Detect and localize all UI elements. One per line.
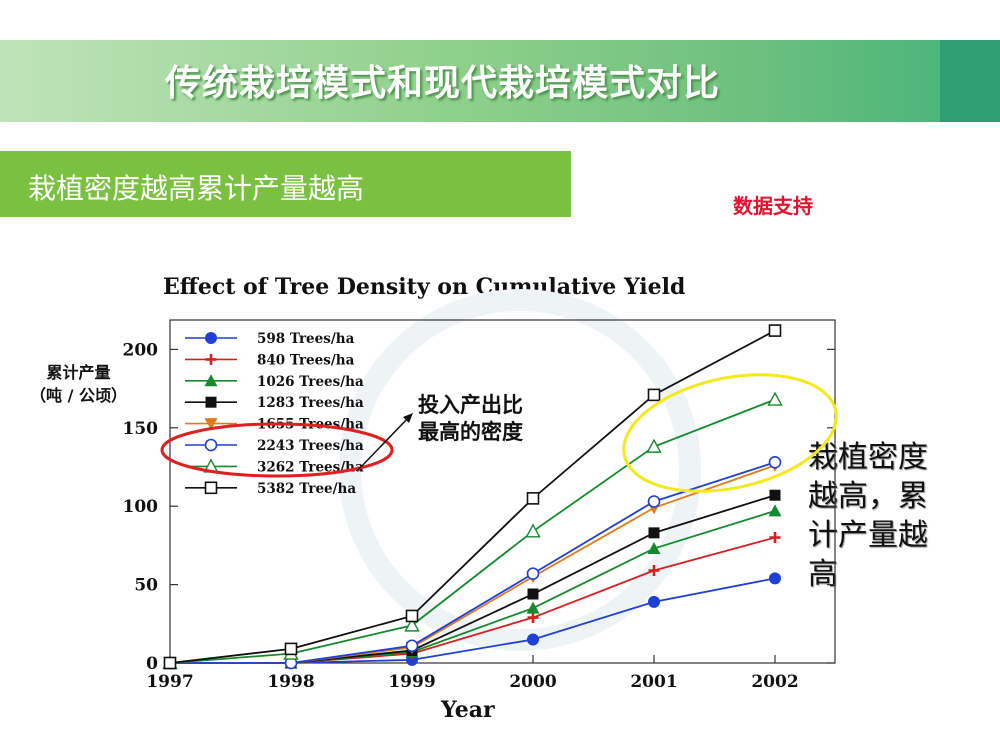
data-point-s5-4 [647, 495, 661, 508]
plot-frame [169, 319, 836, 664]
data-point-s7-5 [768, 324, 782, 337]
data-point-s2-5 [768, 504, 782, 517]
series-line-0 [170, 577, 776, 664]
legend-label-7: 5382 Tree/ha [257, 481, 356, 497]
annotation-best-density-line2: 最高的密度 [418, 420, 523, 444]
legend-label-2: 1026 Trees/ha [257, 374, 364, 390]
data-point-s5-5 [768, 455, 782, 469]
data-point-s1-4 [648, 564, 660, 576]
legend-label-5: 2243 Trees/ha [257, 438, 364, 454]
y-tick-label: 150 [123, 419, 159, 439]
data-point-s0-4 [648, 595, 660, 608]
y-tick-label: 0 [146, 654, 158, 674]
highlight-ellipse-red [160, 422, 394, 478]
data-point-s6-3 [525, 523, 541, 538]
y-tick-label: 50 [134, 576, 158, 596]
data-point-s5-2 [405, 639, 419, 653]
legend-marker-4 [204, 418, 218, 431]
legend-label-3: 1283 Trees/ha [257, 395, 364, 411]
data-point-s7-1 [284, 642, 298, 656]
data-point-s7-0 [163, 656, 177, 670]
data-point-s6-2 [404, 617, 420, 632]
legend-marker-0 [205, 332, 217, 344]
legend-marker-7 [204, 481, 218, 495]
y-tick-label: 100 [123, 497, 159, 517]
header-band [0, 40, 1000, 122]
legend-label-6: 3262 Trees/ha [257, 459, 364, 475]
annotation-best-density: 投入产出比 最高的密度 [418, 392, 523, 446]
legend-marker-3 [205, 396, 217, 408]
legend-label-1: 840 Trees/ha [257, 352, 355, 368]
legend-label-0: 598 Trees/ha [257, 331, 355, 347]
x-axis-label: Year [441, 697, 495, 723]
x-tick-label: 2002 [751, 672, 798, 692]
highlight-ellipse-yellow [622, 373, 838, 493]
annotation-best-density-line1: 投入产出比 [418, 393, 523, 417]
data-point-s7-4 [647, 388, 661, 402]
y-axis-label: 累计产量 （吨 / 公顷） [30, 361, 127, 407]
data-point-s2-4 [647, 542, 661, 555]
y-tick-label: 200 [123, 340, 159, 360]
annotation-arrow [357, 415, 411, 471]
section-bar [0, 151, 571, 217]
x-tick-label: 1997 [146, 672, 193, 692]
series-line-7 [169, 329, 776, 664]
chart-title: Effect of Tree Density on Cumulative Yie… [163, 274, 686, 300]
data-point-s1-3 [527, 612, 539, 624]
legend-marker-5 [204, 438, 218, 452]
data-point-s5-3 [526, 567, 540, 580]
annotation-arrowhead [403, 413, 413, 423]
data-point-s3-5 [769, 489, 781, 501]
x-tick-label: 2001 [630, 672, 677, 692]
y-axis-label-line1: 累计产量 [46, 363, 111, 382]
x-tick-label: 1999 [388, 672, 435, 692]
data-point-s6-4 [646, 438, 662, 453]
legend-marker-2 [204, 374, 218, 387]
annotation-conclusion: 栽植密度越高，累计产量越高 [808, 440, 928, 592]
data-point-s6-5 [767, 391, 783, 406]
data-support-note: 数据支持 [733, 194, 813, 218]
header-stripe [940, 40, 1000, 122]
x-tick-label: 2000 [509, 672, 556, 692]
data-point-s3-3 [527, 588, 539, 600]
data-point-s2-3 [526, 601, 540, 614]
data-point-s1-5 [769, 532, 781, 544]
watermark-ring [339, 289, 701, 651]
legend-marker-1 [205, 353, 217, 365]
section-label: 栽植密度越高累计产量越高 [28, 172, 365, 205]
series-line-6 [169, 398, 776, 664]
y-axis-label-line2: （吨 / 公顷） [30, 386, 127, 405]
data-point-s7-2 [405, 609, 419, 623]
data-point-s0-5 [769, 572, 781, 585]
data-point-s3-4 [648, 527, 660, 539]
data-point-s7-3 [526, 492, 540, 505]
x-tick-label: 1998 [267, 672, 314, 692]
page-title: 传统栽培模式和现代栽培模式对比 [165, 63, 721, 104]
data-point-s0-3 [527, 633, 539, 646]
series-line-5 [170, 461, 776, 664]
